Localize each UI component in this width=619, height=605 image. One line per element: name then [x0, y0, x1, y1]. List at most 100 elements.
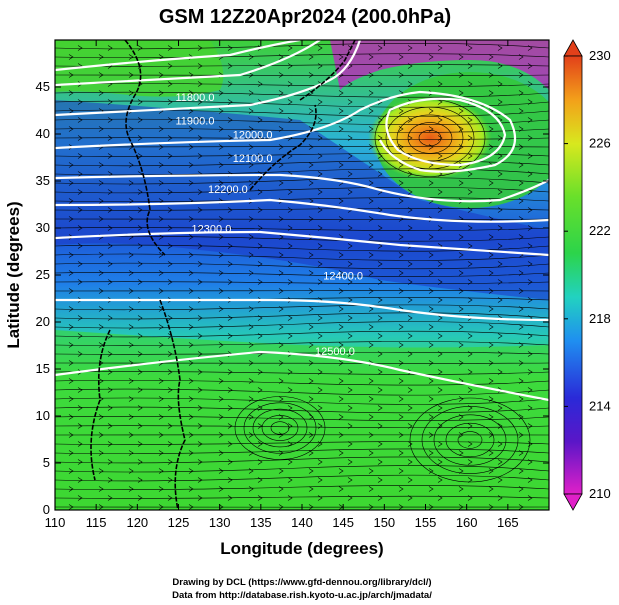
streamline [55, 352, 549, 355]
streamline-arrow [458, 288, 464, 294]
streamline [55, 91, 549, 98]
streamline-arrow [128, 72, 134, 78]
streamline-arrow [317, 315, 323, 321]
streamline-arrow [137, 459, 143, 465]
streamline-arrow [278, 468, 284, 474]
contour-label: 12000.0 [233, 130, 273, 142]
streamline-arrow [98, 72, 104, 78]
x-tick-label: 120 [126, 515, 148, 530]
streamline [55, 146, 549, 148]
streamline-arrow [497, 243, 503, 249]
streamline-swirl [409, 397, 531, 483]
streamline-arrow [488, 414, 494, 420]
streamline-arrow [458, 504, 464, 510]
streamline [55, 321, 549, 329]
streamline-arrow [107, 45, 113, 51]
streamline-arrow [347, 81, 353, 87]
streamline-arrow [317, 369, 323, 375]
streamline-arrow [497, 441, 503, 447]
streamline-arrow [68, 432, 74, 438]
streamline-arrow [518, 270, 524, 276]
streamline-arrow [218, 126, 224, 132]
streamline-arrow [527, 99, 533, 105]
streamline-arrow [188, 144, 194, 150]
streamline-arrow [188, 486, 194, 492]
streamline-arrow [518, 162, 524, 168]
streamline-arrow [467, 441, 473, 447]
streamline-arrow [68, 450, 74, 456]
streamline-arrow [317, 459, 323, 465]
streamline-arrow [227, 135, 233, 141]
streamline-arrow [527, 63, 533, 69]
coastline-japan [249, 104, 317, 191]
streamline-arrow [287, 45, 293, 51]
streamline-arrow [167, 189, 173, 195]
streamline-arrow [167, 405, 173, 411]
height-contour [55, 198, 549, 223]
streamline-arrow [98, 378, 104, 384]
plot-area: 11800.0 11900.0 12000.0 12100.0 12200.0 12300… [55, 40, 549, 510]
streamline-arrow [158, 198, 164, 204]
streamline-arrow [227, 405, 233, 411]
streamline-arrow [308, 324, 314, 330]
streamline-arrow [167, 153, 173, 159]
streamline-arrow [518, 144, 524, 150]
streamline-arrow [158, 162, 164, 168]
streamline-arrow [347, 387, 353, 393]
streamline-swirl [407, 122, 453, 154]
streamline-arrow [248, 234, 254, 240]
y-tick-label: 40 [36, 126, 50, 141]
streamline-arrow [248, 324, 254, 330]
streamline-arrow [317, 333, 323, 339]
streamline-arrow [467, 81, 473, 87]
streamline-arrow [167, 135, 173, 141]
streamline-arrow [98, 270, 104, 276]
streamline-arrow [377, 171, 383, 177]
streamline-arrow [188, 414, 194, 420]
streamline-arrow [188, 216, 194, 222]
streamline-arrow [398, 378, 404, 384]
chart-title: GSM 12Z20Apr2024 (200.0hPa) [159, 6, 451, 28]
streamline-arrow [77, 495, 83, 501]
height-contour [55, 173, 549, 203]
streamline-arrow [368, 90, 374, 96]
streamline-arrow [368, 162, 374, 168]
streamline-arrow [107, 189, 113, 195]
streamline-arrow [188, 180, 194, 186]
streamline-arrow [278, 144, 284, 150]
streamline-arrow [227, 459, 233, 465]
streamline-arrow [347, 117, 353, 123]
streamline-arrow [368, 504, 374, 510]
streamline-arrow [347, 477, 353, 483]
height-contour [55, 40, 362, 117]
streamline-arrow [317, 405, 323, 411]
streamline-arrow [497, 333, 503, 339]
streamline-arrow [377, 135, 383, 141]
streamline-arrow [467, 297, 473, 303]
streamline-arrow [488, 90, 494, 96]
x-tick-label: 155 [415, 515, 437, 530]
streamline-arrow [527, 459, 533, 465]
streamline-arrow [137, 423, 143, 429]
x-tick-label: 160 [456, 515, 478, 530]
streamline-arrow [77, 405, 83, 411]
streamline-arrow [527, 405, 533, 411]
streamline-arrow [107, 459, 113, 465]
streamline-arrow [527, 351, 533, 357]
streamline-arrow [497, 99, 503, 105]
streamline-arrow [137, 477, 143, 483]
streamline-arrow [377, 387, 383, 393]
streamline-arrow [287, 189, 293, 195]
x-tick-label: 140 [291, 515, 313, 530]
streamline [55, 227, 549, 231]
streamline [55, 330, 549, 338]
streamline [55, 485, 549, 490]
streamline-arrow [458, 126, 464, 132]
streamline-arrow [218, 324, 224, 330]
magenta-patch [330, 40, 549, 90]
streamline-arrow [488, 126, 494, 132]
streamline-arrow [338, 414, 344, 420]
streamline-arrow [68, 216, 74, 222]
streamline-arrow [287, 99, 293, 105]
